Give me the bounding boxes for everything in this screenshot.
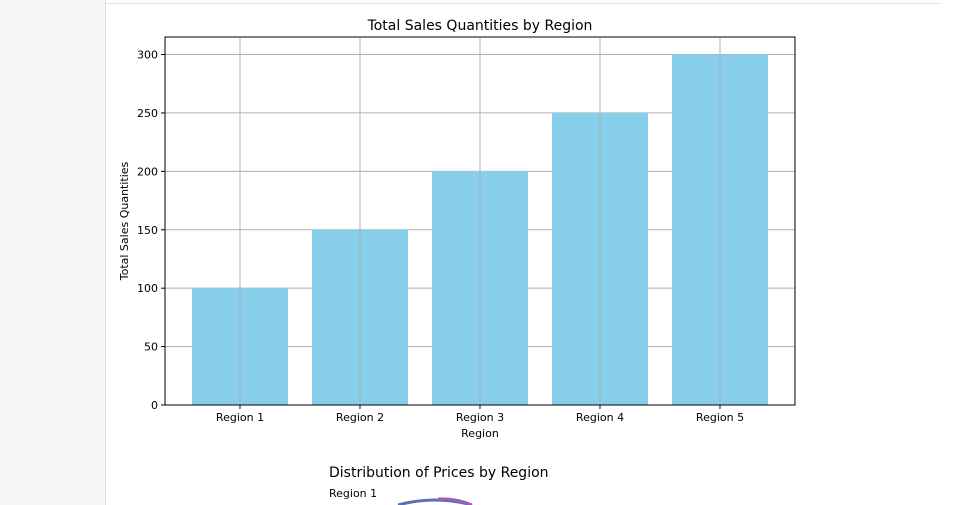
chart-title: Total Sales Quantities by Region: [367, 18, 593, 34]
notebook-left-gutter: [0, 0, 106, 505]
x-tick-label: Region 2: [336, 411, 384, 424]
cell-output-area: Total Sales Quantities by Region 0 50 100 1…: [106, 5, 978, 505]
x-tick-label: Region 4: [576, 411, 624, 424]
next-chart-title: Distribution of Prices by Region: [329, 465, 549, 481]
x-ticks: Region 1 Region 2 Region 3 Region 4 Region 5: [216, 405, 744, 424]
y-tick-label: 0: [151, 399, 158, 412]
bar-chart: Total Sales Quantities by Region 0 50 100 1…: [118, 18, 796, 440]
pie-slice-label: Region 1: [329, 487, 378, 500]
x-tick-label: Region 5: [696, 411, 744, 424]
y-tick-label: 250: [137, 107, 158, 120]
y-tick-label: 100: [137, 282, 158, 295]
pie-slice-edge-2: [437, 497, 473, 505]
x-tick-label: Region 3: [456, 411, 504, 424]
pie-chart-fragment: [397, 497, 473, 505]
x-axis-label: Region: [461, 427, 499, 440]
y-axis-label: Total Sales Quantities: [118, 161, 131, 281]
y-tick-label: 300: [137, 49, 158, 62]
y-ticks: 0 50 100 150 200 250 300: [137, 49, 165, 412]
y-tick-label: 50: [144, 341, 158, 354]
vgrid-layer: [239, 37, 721, 405]
cell-divider: [105, 3, 941, 4]
y-tick-label: 200: [137, 165, 158, 178]
y-tick-label: 150: [137, 224, 158, 237]
x-tick-label: Region 1: [216, 411, 264, 424]
